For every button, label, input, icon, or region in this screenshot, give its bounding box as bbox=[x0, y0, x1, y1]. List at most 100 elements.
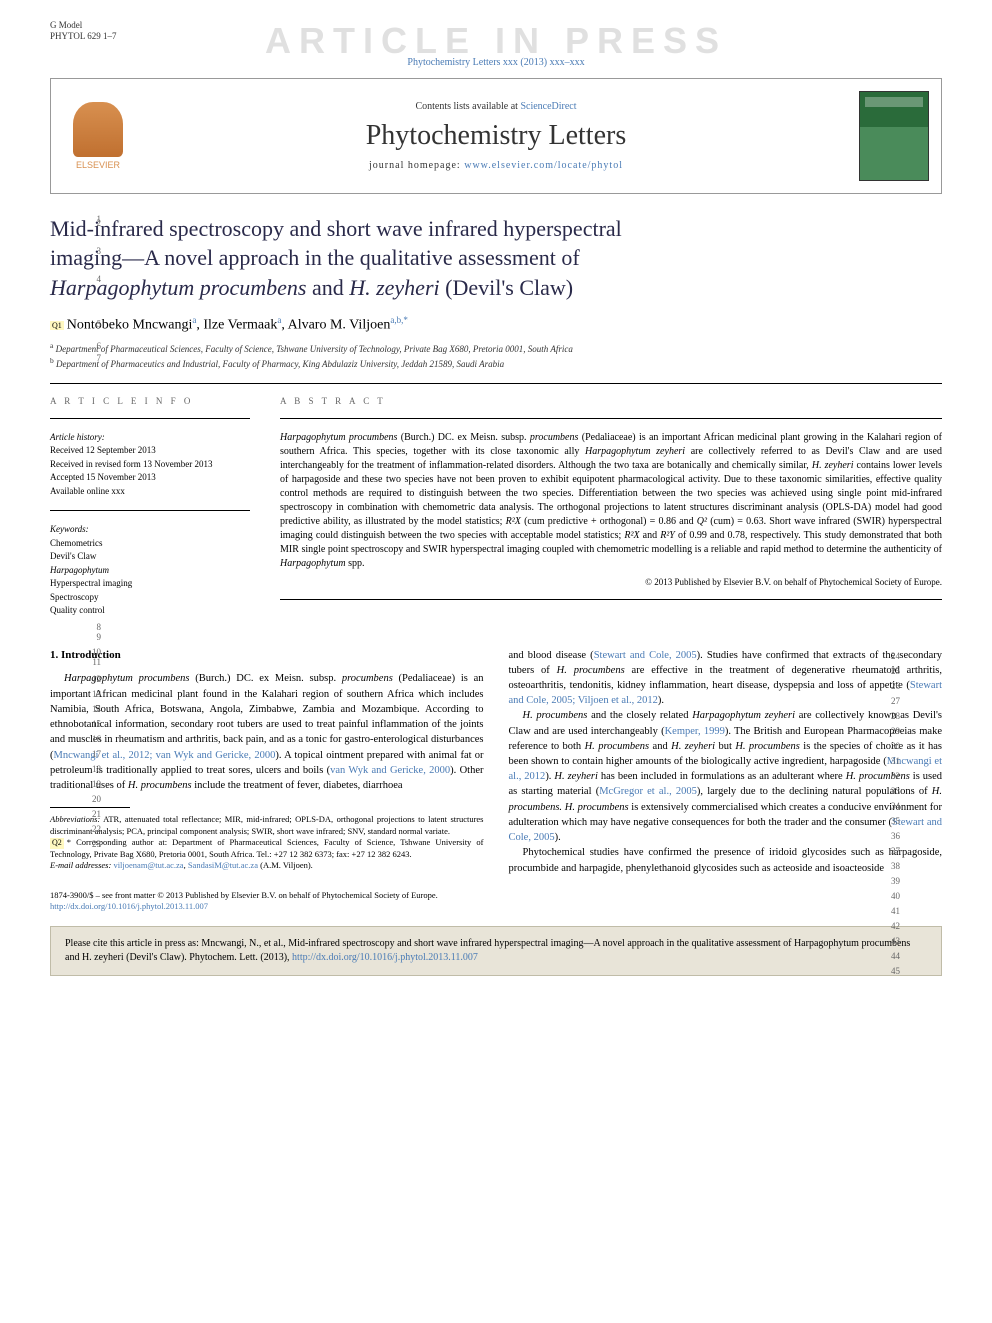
text-span: H. zeyheri bbox=[671, 741, 715, 752]
line-number: 22 bbox=[85, 823, 101, 836]
text-span: but bbox=[715, 741, 735, 752]
line-number: 14 bbox=[85, 703, 101, 716]
line-number: 31 bbox=[891, 755, 907, 768]
keyword: Hyperspectral imaging bbox=[50, 577, 250, 591]
title-line2: imaging—A novel approach in the qualitat… bbox=[50, 245, 580, 270]
line-number: 26 bbox=[891, 680, 907, 693]
abbrev-text: ATR, attenuated total reflectance; MIR, … bbox=[50, 814, 484, 835]
affiliation-a: Department of Pharmaceutical Sciences, F… bbox=[56, 344, 573, 354]
line-number: 19 bbox=[85, 778, 101, 791]
journal-reference-line: Phytochemistry Letters xxx (2013) xxx–xx… bbox=[50, 57, 942, 68]
text-span: ). bbox=[555, 832, 561, 843]
journal-name: Phytochemistry Letters bbox=[148, 120, 844, 152]
text-span: include the treatment of fever, diabetes… bbox=[192, 780, 403, 791]
homepage-prefix: journal homepage: bbox=[369, 160, 464, 171]
line-number: 4 bbox=[85, 274, 101, 284]
text-span: H. procumbens bbox=[735, 741, 800, 752]
line-number: 35 bbox=[891, 815, 907, 828]
text-span: (Pedaliaceae) is an important African me… bbox=[50, 673, 484, 760]
abstract-bottom-divider bbox=[280, 599, 942, 600]
q1-marker: Q1 bbox=[50, 321, 64, 330]
line-number: 12 bbox=[85, 673, 101, 686]
text-span: and the closely related bbox=[587, 710, 692, 721]
email-link-1[interactable]: viljoenam@tut.ac.za bbox=[113, 860, 183, 870]
line-number: 18 bbox=[85, 763, 101, 776]
citation-link[interactable]: Stewart and Cole, 2005 bbox=[594, 650, 697, 661]
line-number: 40 bbox=[891, 890, 907, 903]
title-line1: Mid-infrared spectroscopy and short wave… bbox=[50, 216, 622, 241]
author-3: Alvaro M. Viljoen bbox=[288, 317, 391, 332]
title-block: 2 3 4 Mid-infrared spectroscopy and shor… bbox=[50, 214, 942, 303]
line-number: 38 bbox=[891, 860, 907, 873]
homepage-link[interactable]: www.elsevier.com/locate/phytol bbox=[464, 160, 623, 171]
cite-post: (Devil's Claw). Phytochem. Lett. (2013), bbox=[124, 952, 292, 963]
affiliation-b: Department of Pharmaceutics and Industri… bbox=[56, 359, 504, 369]
line-number: 34 bbox=[891, 800, 907, 813]
text-span: Harpagophytum procumbens bbox=[280, 432, 397, 443]
line-number: 36 bbox=[891, 830, 907, 843]
line-number: 2 bbox=[85, 218, 101, 228]
doi-link[interactable]: http://dx.doi.org/10.1016/j.phytol.2013.… bbox=[50, 901, 208, 911]
abstract-heading: A B S T R A C T bbox=[280, 396, 942, 406]
email-label: E-mail addresses: bbox=[50, 860, 111, 870]
text-span: has been included in formulations as an … bbox=[598, 771, 846, 782]
title-mid: and bbox=[306, 275, 349, 300]
info-abstract-row: A R T I C L E I N F O Article history: R… bbox=[50, 396, 942, 630]
citation-link[interactable]: McGregor et al., 2005 bbox=[599, 786, 697, 797]
line-number: 16 bbox=[85, 733, 101, 746]
journal-ref-link[interactable]: Phytochemistry Letters xxx (2013) xxx–xx… bbox=[407, 57, 584, 68]
line-number: 15 bbox=[85, 718, 101, 731]
text-span: H. zeyheri bbox=[812, 460, 854, 471]
line-number: 8 bbox=[85, 622, 101, 632]
text-span: (cum predictive + orthogonal) = 0.86 and bbox=[521, 516, 697, 527]
affiliations: a Department of Pharmaceutical Sciences,… bbox=[50, 341, 942, 370]
page-container: G Model PHYTOL 629 1–7 Phytochemistry Le… bbox=[0, 0, 992, 996]
text-span: R²X bbox=[624, 530, 639, 541]
corr-star: * bbox=[403, 315, 408, 325]
keyword: Spectroscopy bbox=[50, 591, 250, 605]
line-number: 9 bbox=[85, 632, 101, 642]
text-span: procumbens bbox=[530, 432, 579, 443]
text-span: and bbox=[640, 530, 661, 541]
text-span: R²X bbox=[506, 516, 521, 527]
intro-paragraph-2: H. procumbens and the closely related Ha… bbox=[509, 708, 943, 845]
text-span: and blood disease ( bbox=[509, 650, 594, 661]
cite-doi-link[interactable]: http://dx.doi.org/10.1016/j.phytol.2013.… bbox=[292, 952, 478, 963]
line-number: 21 bbox=[85, 808, 101, 821]
email-link-2[interactable]: SandasiM@tut.ac.za bbox=[188, 860, 258, 870]
keyword: Chemometrics bbox=[50, 537, 250, 551]
citation-link[interactable]: van Wyk and Gericke, 2000 bbox=[330, 765, 450, 776]
abstract-column: A B S T R A C T Harpagophytum procumbens… bbox=[280, 396, 942, 630]
text-span: H. procumbens bbox=[585, 741, 650, 752]
line-number: 20 bbox=[85, 793, 101, 806]
homepage-line: journal homepage: www.elsevier.com/locat… bbox=[148, 160, 844, 171]
line-number: 5 bbox=[85, 319, 101, 329]
line-number: 27 bbox=[891, 695, 907, 708]
keywords-label: Keywords: bbox=[50, 523, 250, 537]
line-number: 41 bbox=[891, 905, 907, 918]
journal-cover-thumbnail bbox=[859, 91, 929, 181]
journal-header-box: ELSEVIER Contents lists available at Sci… bbox=[50, 78, 942, 194]
text-span: Harpagophytum bbox=[280, 558, 346, 569]
title-post: (Devil's Claw) bbox=[440, 275, 574, 300]
contents-line: Contents lists available at ScienceDirec… bbox=[148, 101, 844, 112]
corresponding-footnote: Q2* Corresponding author at: Department … bbox=[50, 837, 484, 860]
line-number: 44 bbox=[891, 950, 907, 963]
right-column: 2425262728293031323334353637383940414243… bbox=[509, 648, 943, 876]
article-info-column: A R T I C L E I N F O Article history: R… bbox=[50, 396, 250, 630]
info-divider bbox=[50, 418, 250, 419]
cite-pre: Please cite this article in press as: Mn… bbox=[65, 938, 794, 949]
line-number: 6 bbox=[85, 341, 101, 351]
text-span: H. zeyheri bbox=[554, 771, 598, 782]
citation-link[interactable]: Kemper, 1999 bbox=[665, 726, 725, 737]
keywords-section: Keywords: Chemometrics Devil's Claw Harp… bbox=[50, 523, 250, 618]
email-footnote: E-mail addresses: viljoenam@tut.ac.za, S… bbox=[50, 860, 484, 871]
line-number: 13 bbox=[85, 688, 101, 701]
sciencedirect-link[interactable]: ScienceDirect bbox=[520, 101, 576, 112]
cite-mid: and bbox=[65, 952, 82, 963]
accepted-date: Accepted 15 November 2013 bbox=[50, 471, 250, 485]
line-number: 7 bbox=[85, 353, 101, 363]
article-info-heading: A R T I C L E I N F O bbox=[50, 396, 250, 406]
model-id: PHYTOL 629 1–7 bbox=[50, 31, 942, 42]
corr-text: * Corresponding author at: Department of… bbox=[50, 837, 484, 859]
